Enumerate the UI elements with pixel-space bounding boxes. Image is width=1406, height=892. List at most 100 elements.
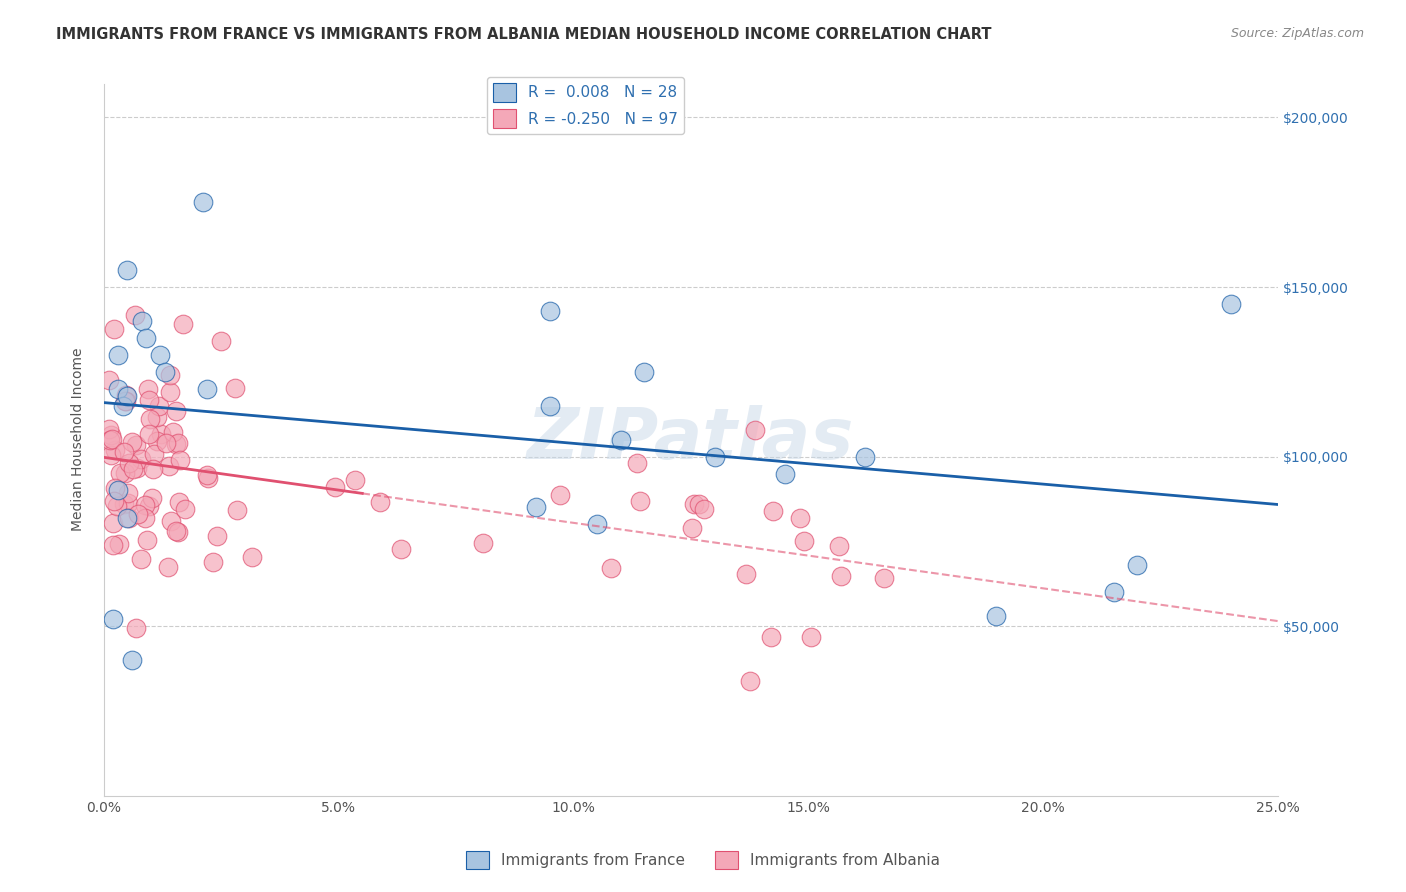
Point (148, 399, 170, 413)
Point (149, 348, 172, 362)
Point (166, 524, 188, 539)
Point (157, 559, 180, 574)
Point (800, 630, 823, 644)
Point (538, 303, 561, 318)
Point (142, 462, 165, 476)
Point (138, 427, 160, 442)
Point (209, 334, 232, 348)
Point (160, 514, 183, 528)
Point (121, 435, 143, 450)
Point (828, 539, 851, 553)
Point (103, 516, 125, 531)
Point (683, 497, 706, 511)
Point (117, 496, 139, 510)
Point (121, 653, 143, 667)
Point (125, 620, 148, 634)
Point (734, 566, 756, 581)
Y-axis label: Median Household Income: Median Household Income (72, 348, 86, 532)
Point (124, 309, 146, 323)
Point (703, 450, 725, 464)
Point (169, 494, 191, 508)
Point (197, 470, 219, 484)
Point (107, 348, 129, 362)
Point (104, 442, 127, 457)
Point (165, 524, 187, 538)
Point (117, 510, 139, 524)
Point (853, 450, 876, 464)
Point (134, 498, 156, 512)
Point (100, 448, 122, 462)
Point (157, 458, 180, 473)
Point (103, 322, 125, 336)
Point (172, 317, 194, 331)
Point (225, 503, 247, 517)
Point (789, 511, 811, 525)
Point (201, 555, 224, 569)
Point (167, 436, 190, 450)
Point (103, 494, 125, 508)
Point (117, 263, 139, 277)
Point (169, 453, 191, 467)
Point (129, 452, 152, 467)
Point (681, 521, 703, 535)
Point (105, 499, 128, 513)
Point (117, 511, 139, 525)
Point (472, 535, 495, 549)
Point (224, 381, 246, 395)
Point (107, 537, 129, 551)
Point (609, 433, 631, 447)
Point (693, 502, 716, 516)
Point (195, 382, 218, 396)
Text: ZIPatlas: ZIPatlas (527, 405, 855, 475)
Point (524, 500, 547, 515)
Point (111, 399, 134, 413)
Point (138, 392, 160, 407)
Point (872, 571, 894, 585)
Text: Source: ZipAtlas.com: Source: ZipAtlas.com (1230, 27, 1364, 40)
Point (127, 507, 149, 521)
Point (986, 609, 1008, 624)
Point (103, 481, 125, 495)
Point (586, 517, 609, 532)
Point (633, 365, 655, 379)
Point (368, 495, 391, 509)
Point (146, 410, 169, 425)
Point (773, 467, 796, 481)
Point (688, 497, 710, 511)
Point (146, 434, 169, 449)
Point (112, 445, 135, 459)
Point (165, 403, 187, 417)
Point (759, 631, 782, 645)
Point (205, 529, 228, 543)
Point (538, 399, 561, 413)
Legend: R =  0.008   N = 28, R = -0.250   N = 97: R = 0.008 N = 28, R = -0.250 N = 97 (486, 77, 683, 134)
Point (115, 394, 138, 409)
Point (131, 314, 153, 328)
Point (134, 511, 156, 525)
Point (138, 382, 160, 396)
Point (103, 537, 125, 551)
Point (165, 437, 187, 451)
Point (112, 497, 135, 511)
Point (325, 480, 347, 494)
Point (162, 425, 184, 439)
Point (174, 501, 197, 516)
Point (626, 456, 648, 470)
Point (135, 331, 157, 345)
Point (159, 384, 181, 399)
Point (628, 494, 651, 508)
Point (114, 466, 136, 480)
Point (240, 550, 263, 565)
Point (138, 411, 160, 425)
Text: IMMIGRANTS FROM FRANCE VS IMMIGRANTS FROM ALBANIA MEDIAN HOUSEHOLD INCOME CORREL: IMMIGRANTS FROM FRANCE VS IMMIGRANTS FRO… (56, 27, 991, 42)
Point (135, 533, 157, 548)
Point (121, 462, 143, 476)
Point (117, 388, 139, 402)
Point (125, 461, 148, 475)
Point (98, 433, 121, 447)
Point (195, 467, 218, 482)
Point (343, 474, 366, 488)
Point (114, 394, 136, 409)
Point (548, 488, 571, 502)
Point (391, 541, 413, 556)
